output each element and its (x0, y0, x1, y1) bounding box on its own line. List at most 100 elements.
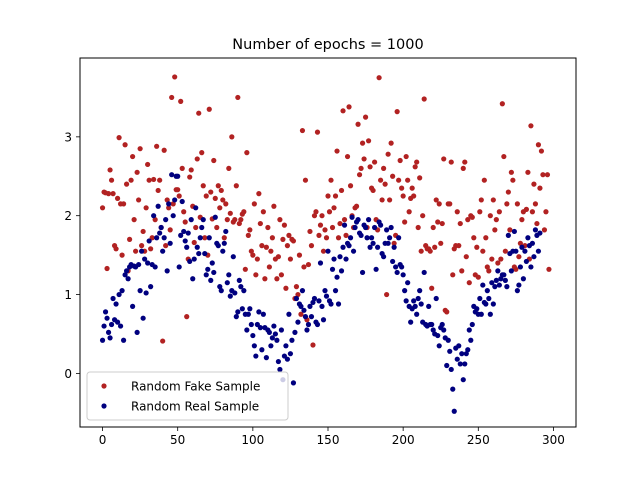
data-point (130, 153, 136, 160)
data-point (429, 321, 435, 328)
data-point (415, 295, 421, 302)
data-point (459, 268, 465, 274)
data-point (396, 235, 402, 241)
data-point (329, 266, 336, 272)
data-point (197, 235, 203, 241)
data-point (253, 272, 259, 278)
data-point (137, 146, 143, 152)
data-point (418, 301, 424, 307)
data-point (532, 201, 539, 207)
data-point (332, 193, 339, 199)
data-point (341, 217, 348, 223)
data-point (441, 156, 447, 162)
data-point (504, 284, 510, 290)
data-point (390, 173, 396, 179)
data-point (414, 159, 420, 165)
data-point (311, 295, 318, 302)
data-point (191, 239, 197, 246)
data-point (196, 250, 202, 257)
data-point (284, 243, 291, 249)
data-point (202, 250, 208, 257)
data-point (430, 327, 436, 333)
data-point (148, 246, 154, 252)
data-point (262, 276, 268, 282)
data-point (268, 248, 274, 254)
data-point (266, 264, 272, 270)
data-point (242, 266, 248, 272)
data-point (432, 244, 438, 250)
data-point (435, 332, 441, 339)
data-point (414, 311, 420, 317)
data-point (123, 268, 130, 274)
data-point (376, 75, 382, 81)
data-point (310, 342, 316, 348)
data-point (444, 309, 450, 315)
data-point (325, 193, 331, 199)
data-point (200, 217, 206, 223)
data-point (259, 243, 265, 249)
data-point (181, 209, 187, 215)
data-point (125, 276, 131, 282)
data-point (417, 175, 423, 181)
data-point (308, 314, 315, 320)
data-point (368, 235, 375, 241)
data-point (238, 284, 244, 290)
data-point (299, 288, 306, 294)
data-point (166, 205, 172, 211)
data-point (480, 248, 486, 254)
data-point (447, 201, 453, 207)
data-point (274, 337, 280, 343)
data-point (370, 187, 376, 194)
data-point (217, 205, 223, 211)
data-point (445, 337, 451, 343)
data-point (113, 301, 119, 307)
data-point (538, 148, 545, 154)
data-point (513, 248, 519, 254)
data-point (313, 209, 319, 215)
data-point (143, 205, 149, 211)
data-point (439, 220, 445, 227)
data-point (399, 264, 405, 270)
data-point (188, 217, 194, 223)
data-point (347, 183, 354, 189)
data-point (450, 386, 456, 392)
data-point (378, 222, 384, 228)
data-point (263, 244, 269, 250)
data-point (463, 351, 469, 357)
data-point (451, 408, 457, 414)
data-point (371, 159, 378, 165)
data-point (101, 323, 107, 329)
data-point (447, 348, 453, 354)
data-point (475, 274, 481, 280)
data-point (293, 295, 300, 302)
data-point (390, 258, 396, 265)
data-point (460, 165, 466, 171)
data-point (483, 235, 489, 241)
data-point (302, 314, 309, 320)
data-point (143, 290, 149, 296)
data-point (296, 252, 303, 258)
data-point (511, 228, 517, 235)
data-point (128, 177, 134, 183)
data-point (525, 169, 531, 175)
data-point (221, 235, 227, 241)
data-point (142, 256, 148, 262)
data-point (139, 243, 145, 249)
data-point (226, 272, 232, 278)
data-point (412, 303, 418, 309)
data-point (486, 268, 492, 274)
data-point (122, 142, 128, 148)
legend-box (86, 371, 289, 421)
data-point (484, 264, 490, 270)
data-point (113, 246, 119, 252)
data-point (248, 321, 254, 328)
data-point (436, 201, 442, 207)
data-point (481, 177, 487, 183)
data-point (179, 165, 185, 171)
data-point (444, 362, 450, 369)
data-point (385, 240, 391, 246)
data-point (187, 174, 193, 180)
data-point (350, 248, 357, 254)
data-point (381, 165, 387, 171)
axes: 0 50 100 150 200 250 300 0 1 2 3 (64, 130, 565, 447)
